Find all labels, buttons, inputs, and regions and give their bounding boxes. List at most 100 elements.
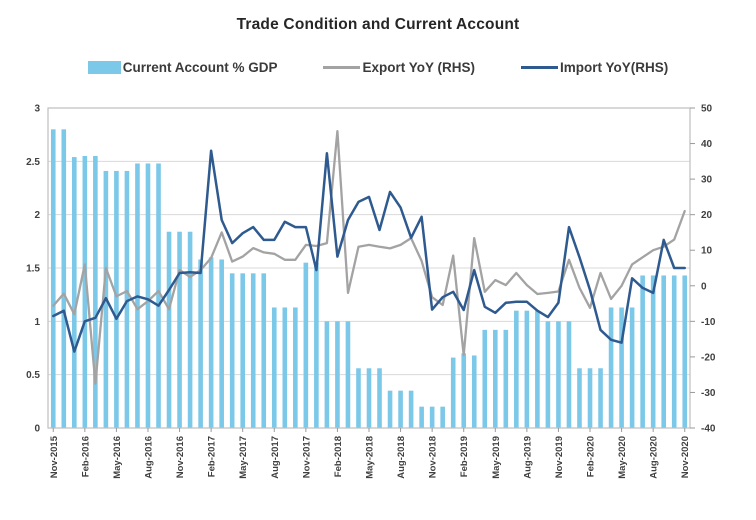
right-axis-tick-label: -10 xyxy=(701,317,716,328)
import-yoy-line xyxy=(52,149,686,353)
bar xyxy=(293,307,298,428)
bar xyxy=(524,310,530,428)
left-axis-tick-label: 1 xyxy=(34,317,40,328)
bar xyxy=(493,329,498,428)
bar xyxy=(198,259,203,428)
bar xyxy=(229,273,235,428)
bar xyxy=(345,321,351,428)
left-axis-tick-label: 2.5 xyxy=(26,157,40,168)
x-axis-tick-label: May-2018 xyxy=(365,436,376,479)
bar xyxy=(514,310,519,428)
left-axis-tick-label: 2 xyxy=(34,210,40,221)
bar xyxy=(545,321,551,428)
x-axis-tick-label: Nov-2016 xyxy=(175,436,186,478)
right-axis-tick-label: -30 xyxy=(701,388,716,399)
bar xyxy=(82,156,88,428)
bar xyxy=(219,259,224,428)
bar xyxy=(577,368,582,428)
left-axis-tick-label: 0 xyxy=(34,424,40,435)
right-axis-labels: 50 40 30 20 10 0 -10 -20 -30 -40 xyxy=(690,104,716,435)
x-axis-tick-label: May-2016 xyxy=(112,436,123,479)
bar xyxy=(177,231,182,428)
x-axis-tick-label: Aug-2016 xyxy=(143,436,154,479)
bar xyxy=(366,368,372,428)
legend-label-import: Import YoY(RHS) xyxy=(560,60,669,75)
right-axis-tick-label: 10 xyxy=(701,246,713,257)
x-axis-tick-label: Nov-2018 xyxy=(428,436,439,478)
bar xyxy=(619,307,624,428)
bar xyxy=(461,353,467,428)
left-axis-tick-label: 3 xyxy=(34,104,40,115)
chart-title: Trade Condition and Current Account xyxy=(236,16,520,33)
bar xyxy=(145,163,151,428)
line-swatch-icon xyxy=(521,65,558,70)
x-axis-tick-label: May-2017 xyxy=(238,436,249,479)
bar xyxy=(482,329,488,428)
bar xyxy=(629,307,635,428)
x-axis-tick-label: Feb-2017 xyxy=(207,436,218,477)
legend-label-current-account: Current Account % GDP xyxy=(122,60,278,75)
bar xyxy=(661,275,666,428)
bar xyxy=(471,355,477,428)
right-axis-tick-label: -20 xyxy=(701,352,716,363)
x-axis-tick-label: May-2019 xyxy=(491,436,502,479)
bar xyxy=(598,368,603,428)
x-axis-tick-label: Feb-2016 xyxy=(80,436,91,477)
bar xyxy=(156,163,161,428)
x-axis-tick-label: Feb-2020 xyxy=(586,436,597,477)
bar xyxy=(650,275,656,428)
current-account-bars xyxy=(50,129,688,428)
bar xyxy=(608,307,614,428)
right-axis-tick-label: 20 xyxy=(701,210,713,221)
bar xyxy=(93,156,98,428)
x-axis-tick-label: Aug-2018 xyxy=(396,436,407,479)
bar xyxy=(282,307,288,428)
bar xyxy=(682,275,688,428)
x-axis-tick-label: Aug-2017 xyxy=(270,436,281,479)
bar xyxy=(429,406,435,428)
legend-item-import: Import YoY(RHS) xyxy=(521,60,668,75)
bar xyxy=(377,368,382,428)
bar xyxy=(440,406,445,428)
bar xyxy=(166,231,172,428)
legend: Current Account % GDP Export YoY (RHS) I… xyxy=(0,60,756,75)
bar xyxy=(398,390,403,428)
bar xyxy=(114,170,119,428)
bar xyxy=(250,273,256,428)
bar xyxy=(640,275,645,428)
x-axis-labels: Nov-2015 Feb-2016 May-2016 Aug-2016 Nov-2016… xyxy=(49,428,691,479)
bar-swatch-icon xyxy=(87,61,121,74)
bar xyxy=(556,321,561,428)
legend-label-export: Export YoY (RHS) xyxy=(362,60,475,75)
bar xyxy=(335,321,340,428)
bar xyxy=(72,157,77,428)
bar xyxy=(450,357,456,428)
bar xyxy=(535,310,540,428)
left-axis-tick-label: 0.5 xyxy=(26,370,40,381)
bar xyxy=(261,273,267,428)
bar xyxy=(61,129,67,428)
bar xyxy=(387,390,393,428)
legend-item-current-account: Current Account % GDP xyxy=(87,60,278,75)
right-axis-tick-label: 0 xyxy=(701,281,707,292)
right-axis-tick-label: -40 xyxy=(701,424,716,435)
bar xyxy=(314,262,319,428)
x-axis-tick-label: Aug-2020 xyxy=(649,436,660,479)
right-axis-tick-label: 30 xyxy=(701,175,713,186)
left-axis-tick-label: 1.5 xyxy=(26,264,40,275)
bar xyxy=(124,170,130,428)
bar xyxy=(587,368,593,428)
bar xyxy=(240,273,245,428)
left-axis-labels: 3 2.5 2 1.5 1 0.5 0 xyxy=(26,104,40,435)
x-axis-tick-label: May-2020 xyxy=(617,436,628,479)
x-axis-tick-label: Feb-2019 xyxy=(459,436,470,477)
gridlines xyxy=(48,107,690,376)
x-axis-tick-label: Nov-2019 xyxy=(554,436,565,478)
export-yoy-line xyxy=(52,129,686,385)
x-axis-tick-label: Feb-2018 xyxy=(333,436,344,477)
bar xyxy=(419,406,424,428)
bar xyxy=(356,368,361,428)
x-axis-tick-label: Nov-2017 xyxy=(301,436,312,478)
